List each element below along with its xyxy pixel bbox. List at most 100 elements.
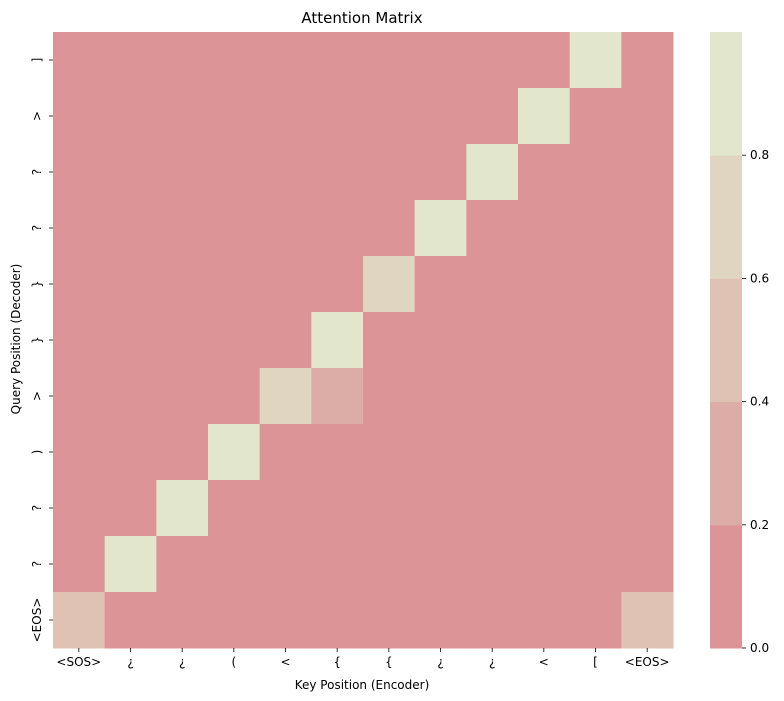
heatmap-cell (53, 144, 106, 201)
colorbar-tick-label: 0.2 (750, 518, 769, 532)
heatmap-cell (53, 88, 106, 145)
heatmap-cell (104, 32, 157, 89)
heatmap-cell (518, 424, 571, 481)
x-tick-label: { (333, 655, 341, 669)
heatmap-cell (208, 144, 261, 201)
heatmap-cell (53, 592, 106, 649)
heatmap-cell (259, 424, 312, 481)
heatmap-cell (53, 368, 106, 425)
heatmap-cell (156, 424, 209, 481)
y-tick-label: ? (30, 561, 44, 567)
y-tick-label: } (30, 336, 44, 344)
heatmap-cell (518, 200, 571, 257)
heatmap-cell (208, 32, 261, 89)
heatmap-cell (363, 424, 416, 481)
heatmap-cell (414, 144, 467, 201)
heatmap-cell (259, 200, 312, 257)
heatmap-cell (208, 536, 261, 593)
heatmap-cell (259, 88, 312, 145)
heatmap-cell (208, 592, 261, 649)
heatmap-cell (363, 480, 416, 537)
heatmap-cell (569, 424, 622, 481)
heatmap-cell (104, 592, 157, 649)
colorbar-tick-label: 0.0 (750, 641, 769, 655)
heatmap-cell (156, 200, 209, 257)
heatmap-cell (569, 200, 622, 257)
y-tick-label: ? (30, 505, 44, 511)
x-tick-label: ¿ (127, 655, 133, 669)
heatmap-cell (259, 592, 312, 649)
heatmap-cell (259, 256, 312, 313)
heatmap-cell (311, 200, 364, 257)
heatmap-cell (466, 88, 519, 145)
heatmap-cell (104, 88, 157, 145)
heatmap-cell (259, 536, 312, 593)
heatmap-cell (569, 256, 622, 313)
colorbar-segment (710, 155, 742, 279)
heatmap-cell (53, 312, 106, 369)
heatmap-cell (466, 200, 519, 257)
heatmap-cell (104, 424, 157, 481)
heatmap-cell (363, 200, 416, 257)
heatmap-cell (466, 256, 519, 313)
heatmap-cell (414, 592, 467, 649)
heatmap-cell (104, 480, 157, 537)
heatmap-cell (208, 312, 261, 369)
heatmap-cell (259, 32, 312, 89)
heatmap-cell (208, 424, 261, 481)
heatmap-cell (311, 424, 364, 481)
heatmap-cell (156, 368, 209, 425)
heatmap-cell (569, 144, 622, 201)
colorbar (710, 32, 742, 649)
heatmap-cell (311, 592, 364, 649)
heatmap-cell (259, 144, 312, 201)
heatmap-cell (311, 480, 364, 537)
heatmap-cell (414, 256, 467, 313)
x-tick-label: <SOS> (56, 655, 101, 669)
y-tick-label: <EOS> (30, 598, 44, 643)
heatmap-cell (156, 256, 209, 313)
heatmap-cell (208, 200, 261, 257)
heatmap-cell (363, 592, 416, 649)
heatmap-cell (518, 368, 571, 425)
heatmap-cell (569, 32, 622, 89)
x-tick-label: ¿ (179, 655, 185, 669)
x-tick-label: < (280, 655, 290, 669)
heatmap-cell (104, 368, 157, 425)
x-tick-label: ¿ (489, 655, 495, 669)
y-tick-label: ] (30, 58, 44, 63)
heatmap-cell (621, 256, 674, 313)
heatmap-cell (363, 144, 416, 201)
heatmap-cell (156, 32, 209, 89)
heatmap-cell (569, 480, 622, 537)
heatmap-cell (621, 88, 674, 145)
x-axis-label: Key Position (Encoder) (295, 678, 430, 692)
heatmap-cell (156, 536, 209, 593)
colorbar-tick-label: 0.8 (750, 148, 769, 162)
heatmap-cell (466, 592, 519, 649)
heatmap-cell (363, 88, 416, 145)
heatmap-cell (518, 32, 571, 89)
colorbar-segment (710, 401, 742, 526)
heatmap-cell (311, 32, 364, 89)
heatmap-cell (53, 256, 106, 313)
heatmap-cell (414, 536, 467, 593)
x-tick-labels: <SOS> ¿ ¿ (< {{¿ ¿ < [<EOS> (56, 648, 670, 669)
heatmap-cell (156, 312, 209, 369)
heatmap-cell (518, 592, 571, 649)
heatmap-cell (621, 368, 674, 425)
heatmap-cell (259, 312, 312, 369)
heatmap-cell (414, 32, 467, 89)
heatmap-cell (104, 144, 157, 201)
heatmap-cell (466, 480, 519, 537)
x-tick-label: < (539, 655, 549, 669)
x-tick-label: <EOS> (625, 655, 670, 669)
y-tick-label: > (30, 111, 44, 121)
heatmap-cell (53, 32, 106, 89)
heatmap-cell (414, 368, 467, 425)
heatmap-cell (53, 480, 106, 537)
colorbar-segment (710, 278, 742, 403)
heatmap-cell (518, 88, 571, 145)
heatmap-cell (621, 592, 674, 649)
heatmap-cell (466, 32, 519, 89)
